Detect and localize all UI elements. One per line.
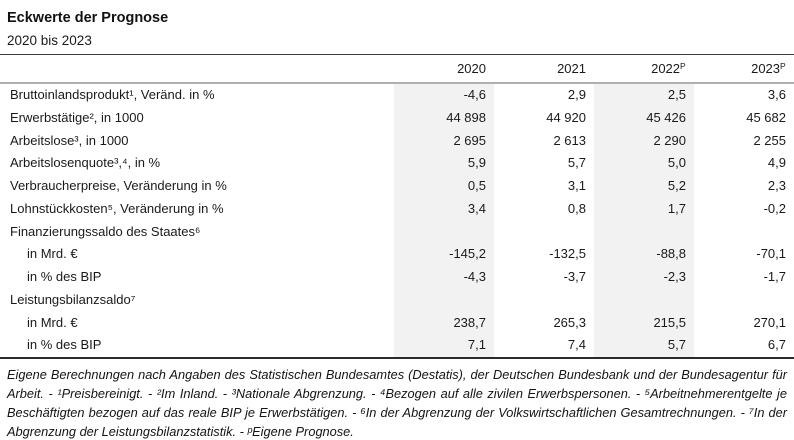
value-cell-2020: -4,3 xyxy=(394,266,494,289)
year-label: 2021 xyxy=(557,61,586,76)
value-cell-2023: 2,3 xyxy=(767,178,786,193)
row-label: in Mrd. € xyxy=(27,314,78,330)
year-label: 2023 xyxy=(751,61,781,76)
value-cell-2022: -88,8 xyxy=(594,243,694,266)
value-cell-2023: 270,1 xyxy=(753,314,786,330)
value-cell-2020: 7,1 xyxy=(394,334,494,357)
value-cell-2021: 3,1 xyxy=(567,178,586,193)
value-cell-2020: 0,5 xyxy=(394,175,494,198)
table-row: Verbraucherpreise, Veränderung in % 0,5 3,… xyxy=(0,175,794,198)
value-cell-2021: 5,7 xyxy=(567,155,586,171)
page-subtitle-row: 2020 bis 2023 xyxy=(0,27,794,55)
row-label: in Mrd. € xyxy=(27,246,78,262)
table-row: Erwerbstätige², in 1000 44 898 44 920 45 42… xyxy=(0,106,794,130)
page-subtitle: 2020 bis 2023 xyxy=(7,33,92,48)
value-cell-2021: 265,3 xyxy=(553,314,586,330)
year-superscript: P xyxy=(780,61,786,71)
value-cell-2020: 44 898 xyxy=(394,106,494,130)
value-cell-2023: 2 255 xyxy=(753,132,786,148)
value-cell-2020: -4,6 xyxy=(394,84,494,107)
value-cell-2021: -3,7 xyxy=(563,269,586,284)
value-cell-2021: -132,5 xyxy=(549,246,586,262)
table-row: Lohnstückkosten⁵, Veränderung in % 3,4 0,8… xyxy=(0,197,794,221)
value-cell-2021: 0,8 xyxy=(567,200,586,216)
value-cell-2021 xyxy=(494,289,594,312)
value-cell-2022: 45 426 xyxy=(594,106,694,130)
value-cell-2020: 3,4 xyxy=(394,197,494,221)
value-cell-2020: 5,9 xyxy=(394,152,494,175)
table-header-row: 2020 2021 2022P 2023P xyxy=(0,55,794,84)
row-label: Arbeitslosenquote³,⁴, in % xyxy=(10,155,161,171)
column-header-2023: 2023P xyxy=(694,61,794,76)
row-label: Verbraucherpreise, Veränderung in % xyxy=(10,178,227,193)
table-row: in % des BIP -4,3 -3,7 -2,3 -1,7 xyxy=(0,266,794,289)
value-cell-2020: 2 695 xyxy=(394,129,494,153)
column-header-2020: 2020 xyxy=(394,61,494,76)
value-cell-2022: 5,0 xyxy=(594,152,694,175)
value-cell-2020: 238,7 xyxy=(394,311,494,335)
row-label: Lohnstückkosten⁵, Veränderung in % xyxy=(10,200,224,216)
table-row: Arbeitslose³, in 1000 2 695 2 613 2 290 2 25… xyxy=(0,129,794,153)
value-cell-2021: 44 920 xyxy=(546,109,586,125)
row-label: in % des BIP xyxy=(27,269,102,284)
year-label: 2020 xyxy=(457,61,486,76)
row-label: Finanzierungssaldo des Staates⁶ xyxy=(10,223,201,239)
value-cell-2023 xyxy=(694,289,794,312)
value-cell-2022: 5,2 xyxy=(594,175,694,198)
value-cell-2023: -0,2 xyxy=(763,200,786,216)
column-header-2022: 2022P xyxy=(594,61,694,76)
table-row: Finanzierungssaldo des Staates⁶ xyxy=(0,220,794,244)
value-cell-2022: 5,7 xyxy=(594,334,694,357)
column-header-2021: 2021 xyxy=(494,61,594,76)
table-body: Bruttoinlandsprodukt¹, Veränd. in % -4,6 2… xyxy=(0,84,794,359)
value-cell-2022: 2,5 xyxy=(594,84,694,107)
table-row: Bruttoinlandsprodukt¹, Veränd. in % -4,6 2… xyxy=(0,84,794,107)
value-cell-2020 xyxy=(394,220,494,244)
value-cell-2022: 2 290 xyxy=(594,129,694,153)
year-label: 2022 xyxy=(651,61,681,76)
table-row: in % des BIP 7,1 7,4 5,7 6,7 xyxy=(0,334,794,357)
row-label: Erwerbstätige², in 1000 xyxy=(10,109,144,125)
value-cell-2023: 45 682 xyxy=(746,109,786,125)
value-cell-2021: 2 613 xyxy=(553,132,586,148)
value-cell-2022: 1,7 xyxy=(594,197,694,221)
value-cell-2023: 6,7 xyxy=(767,337,786,353)
value-cell-2022 xyxy=(594,288,694,312)
row-label: Arbeitslose³, in 1000 xyxy=(10,132,129,148)
value-cell-2021: 2,9 xyxy=(567,87,586,102)
value-cell-2020 xyxy=(394,288,494,312)
value-cell-2021 xyxy=(494,221,594,244)
table-row: Arbeitslosenquote³,⁴, in % 5,9 5,7 5,0 4,9 xyxy=(0,152,794,175)
value-cell-2022: -2,3 xyxy=(594,266,694,289)
forecast-table: 2020 2021 2022P 2023P Bruttoinlandsprodu… xyxy=(0,55,794,359)
value-cell-2023: -1,7 xyxy=(763,269,786,284)
year-superscript: P xyxy=(680,61,686,71)
value-cell-2023: 4,9 xyxy=(767,155,786,171)
row-label: Bruttoinlandsprodukt¹, Veränd. in % xyxy=(10,87,215,102)
value-cell-2020: -145,2 xyxy=(394,243,494,266)
row-label: in % des BIP xyxy=(27,337,102,353)
value-cell-2023 xyxy=(694,221,794,244)
value-cell-2023: 3,6 xyxy=(767,87,786,102)
table-row: Leistungsbilanzsaldo⁷ xyxy=(0,288,794,312)
row-label: Leistungsbilanzsaldo⁷ xyxy=(10,291,136,307)
value-cell-2021: 7,4 xyxy=(567,337,586,353)
value-cell-2022: 215,5 xyxy=(594,311,694,335)
footnote-text: Eigene Berechnungen nach Angaben des Sta… xyxy=(7,367,787,439)
value-cell-2022 xyxy=(594,220,694,244)
value-cell-2023: -70,1 xyxy=(756,246,786,262)
page-title: Eckwerte der Prognose xyxy=(7,10,169,26)
table-row: in Mrd. € 238,7 265,3 215,5 270,1 xyxy=(0,311,794,335)
table-row: in Mrd. € -145,2 -132,5 -88,8 -70,1 xyxy=(0,243,794,266)
